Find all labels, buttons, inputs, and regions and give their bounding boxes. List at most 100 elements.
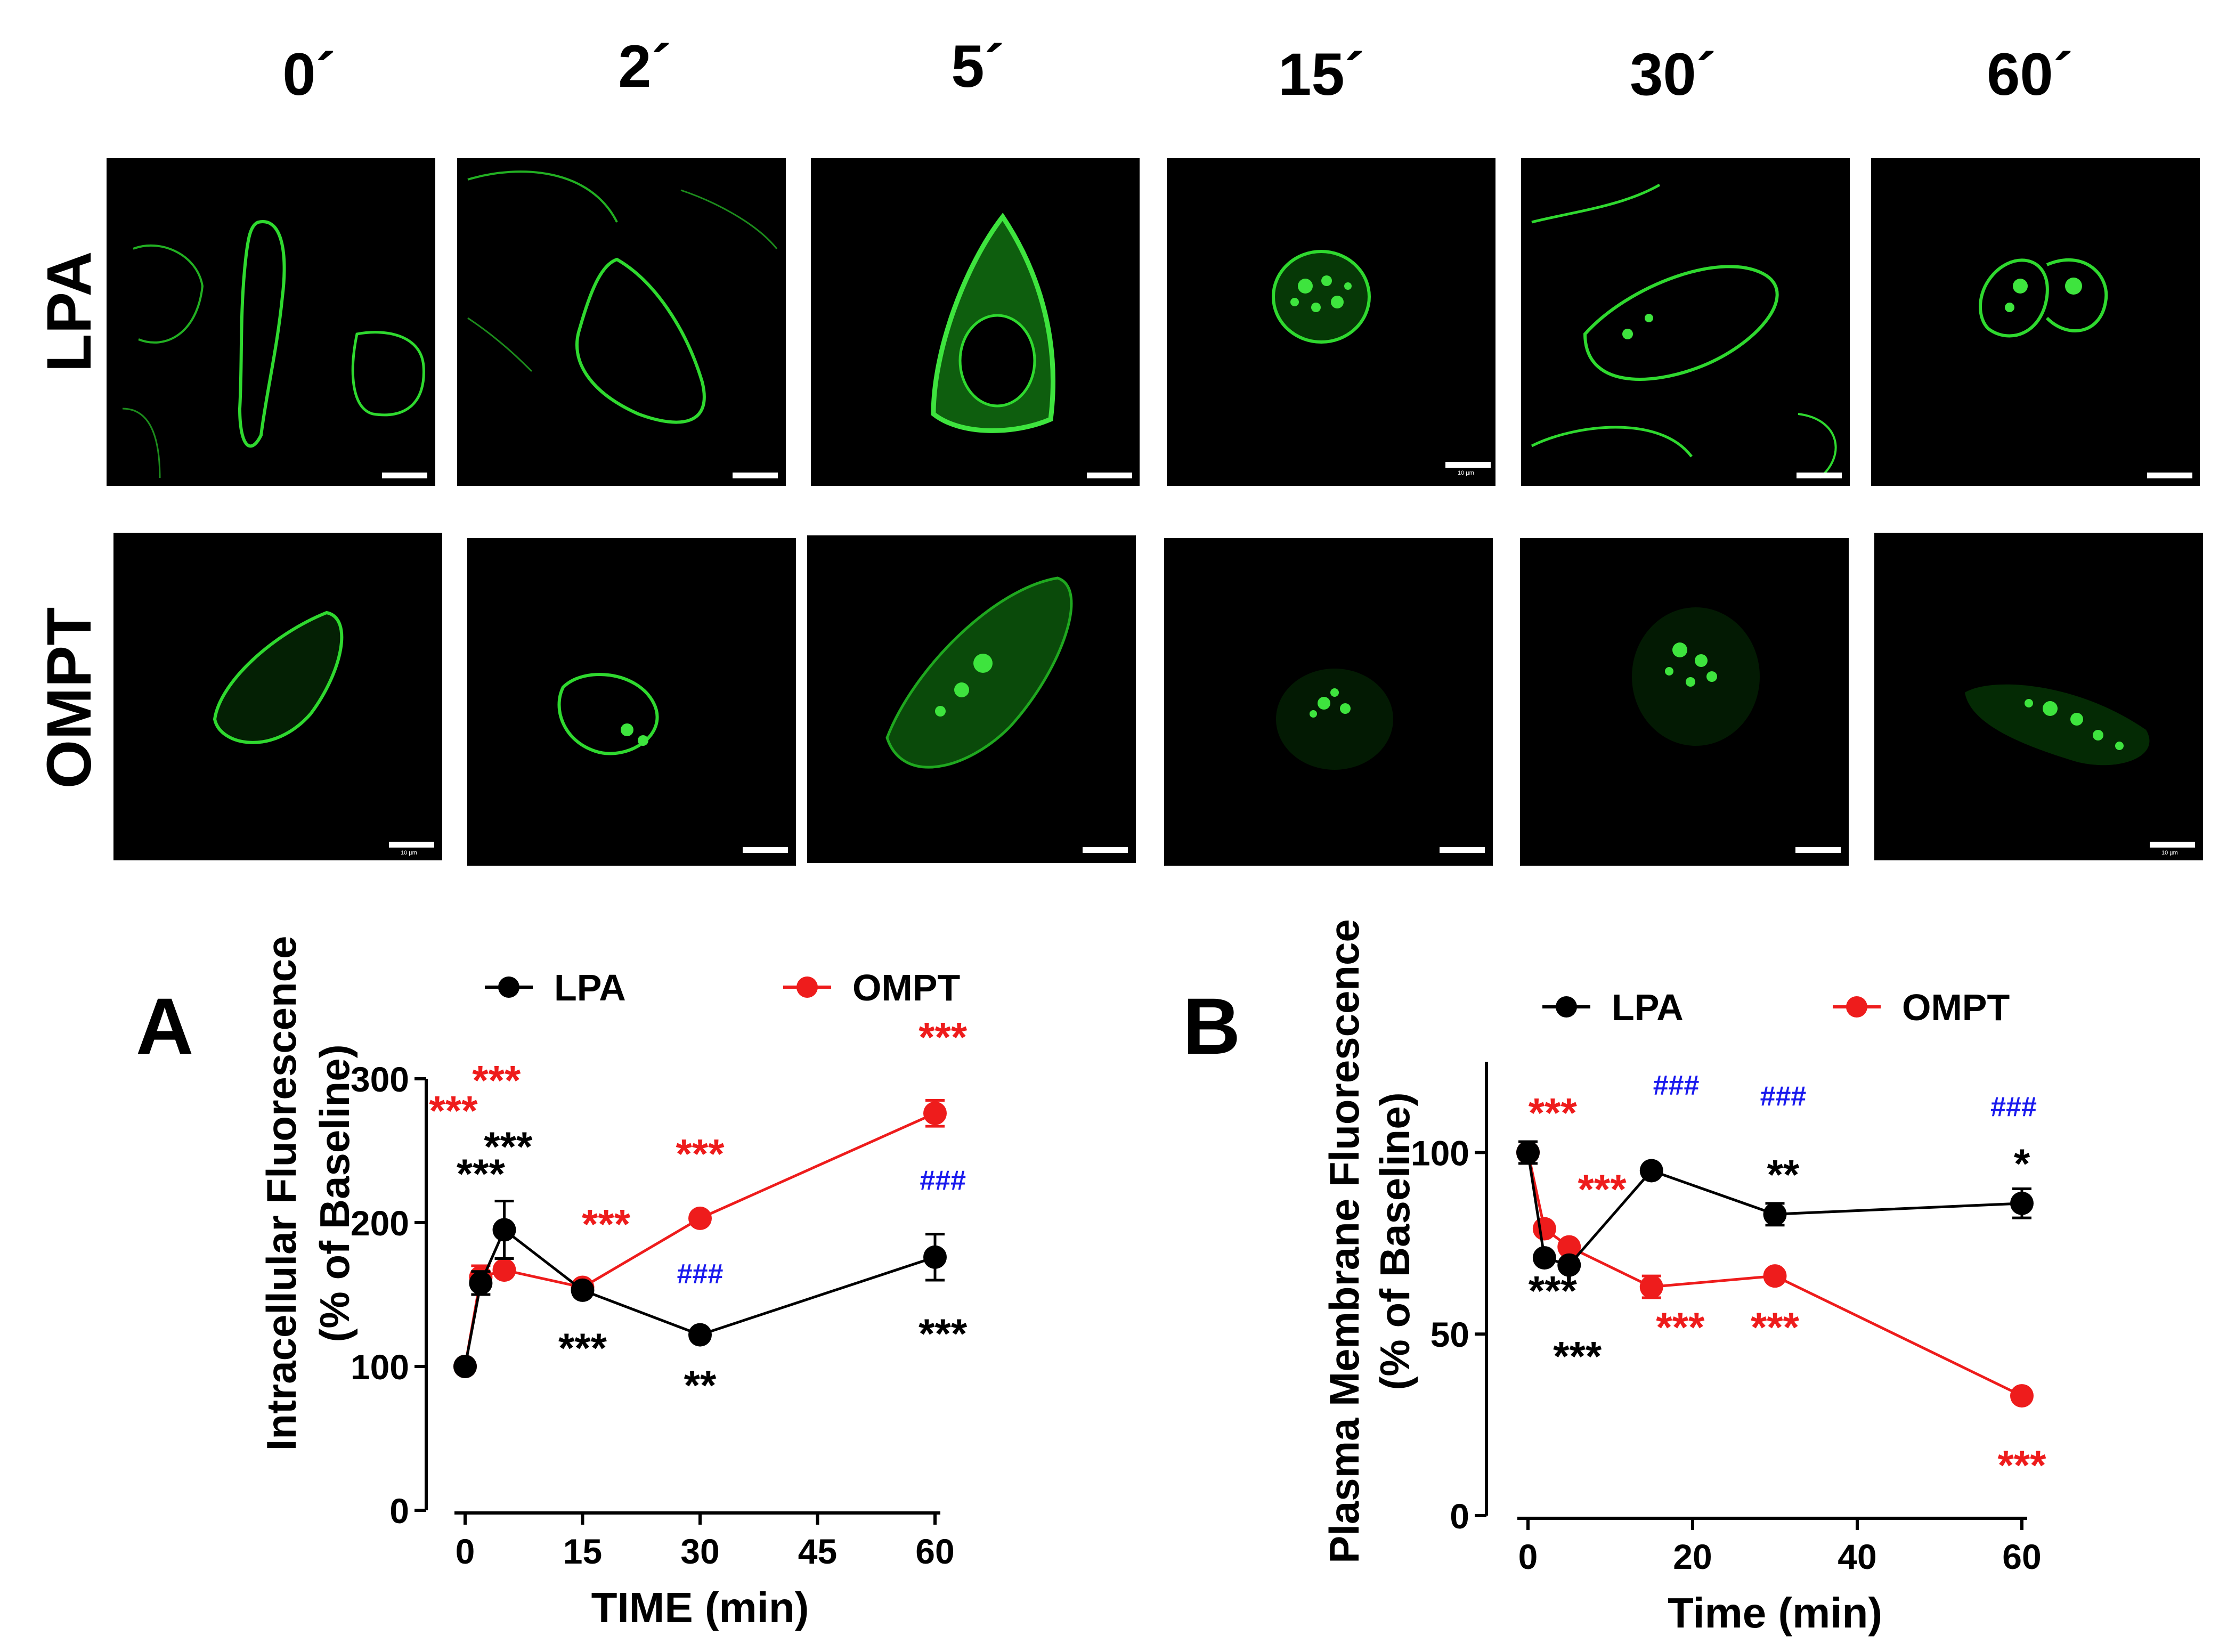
cell-image [557, 673, 659, 755]
chart-b-significance-marker: ### [1990, 1092, 2037, 1122]
time-label-15: 15´ [1278, 41, 1364, 108]
chart-b-significance-marker: ** [1767, 1151, 1800, 1198]
time-label-60: 60´ [1987, 41, 2073, 108]
chart-b-data-point [1639, 1275, 1663, 1299]
scalebar [1083, 847, 1128, 853]
cell-image [1272, 250, 1371, 344]
chart-b-x-tick-label: 20 [1673, 1537, 1712, 1576]
panel-letter-a: A [136, 981, 194, 1071]
scalebar [2147, 473, 2192, 478]
chart-b-y-axis-label-units: (% of Baseline) [1371, 1092, 1418, 1390]
micrograph-lpa-60 [1871, 158, 2200, 486]
chart-a-y-axis-label: Intracellular Fluorescence [258, 936, 305, 1451]
cell-image [885, 576, 1073, 769]
chart-a-significance-marker: *** [676, 1130, 725, 1177]
micrograph-ompt-5 [807, 535, 1136, 863]
time-label-0: 0´ [282, 41, 336, 108]
chart-a-data-point [469, 1271, 493, 1295]
chart-a-significance-marker: *** [472, 1057, 521, 1104]
chart-b-significance-marker: *** [1578, 1166, 1627, 1212]
chart-b-data-point [1557, 1253, 1581, 1277]
chart-b-legend-marker [1556, 996, 1577, 1018]
chart-a-significance-marker: ### [677, 1258, 724, 1289]
chart-b-significance-marker: * [2014, 1140, 2030, 1187]
chart-a-data-point [688, 1206, 712, 1230]
chart-b-data-point [1763, 1202, 1787, 1226]
cell-image [1531, 183, 1837, 479]
chart-a-significance-marker: ** [684, 1362, 717, 1409]
scalebar [382, 473, 427, 478]
chart-a-data-point [492, 1258, 516, 1282]
scalebar [389, 842, 434, 848]
chart-b-x-tick-label: 60 [2002, 1537, 2041, 1576]
chart-b-legend-label: LPA [1612, 987, 1684, 1028]
chart-b-data-point [1532, 1217, 1556, 1241]
chart-b-x-tick-label: 40 [1838, 1537, 1876, 1576]
chart-a-y-tick-label: 300 [351, 1060, 409, 1099]
chart-a-y-tick-label: 200 [351, 1203, 409, 1243]
chart-b-y-axis-label: Plasma Membrane Fluorescence [1321, 919, 1368, 1564]
chart-b-x-tick-label: 0 [1518, 1537, 1538, 1576]
chart-b-series-line [1526, 1152, 2023, 1397]
scalebar [1445, 462, 1491, 468]
chart-a-significance-marker: *** [457, 1150, 506, 1197]
micrograph-ompt-15 [1164, 538, 1493, 866]
chart-a-significance-marker: *** [582, 1201, 631, 1248]
scalebar-label: 10 µm [2161, 850, 2178, 856]
micrograph-lpa-0 [107, 158, 435, 486]
chart-a-data-point [571, 1278, 595, 1302]
chart-b-data-point [1516, 1141, 1540, 1165]
chart-a-significance-marker: *** [558, 1324, 607, 1371]
scalebar [1087, 473, 1132, 478]
micrograph-lpa-2 [457, 158, 786, 486]
cell-image [213, 611, 344, 744]
chart-a-series-line [464, 1227, 936, 1367]
chart-b-data-point [1557, 1235, 1581, 1259]
micrograph-ompt-0 [113, 533, 442, 860]
chart-a-x-tick-label: 15 [563, 1532, 602, 1571]
chart-a-data-point [453, 1355, 477, 1378]
chart-a-x-tick-label: 0 [456, 1532, 475, 1571]
chart-b-data-point [1532, 1246, 1556, 1270]
chart-a-legend-label: OMPT [852, 967, 960, 1008]
chart-a-data-point [492, 1218, 516, 1242]
time-label-2: 2´ [618, 33, 671, 100]
chart-a-x-axis-label: TIME (min) [591, 1584, 809, 1631]
chart-a-legend-marker [796, 976, 818, 998]
micrograph-ompt-2 [467, 538, 796, 866]
chart-b-significance-marker: ### [1653, 1070, 1700, 1101]
chart-a-data-point [923, 1245, 947, 1269]
chart-b-x-axis-label: Time (min) [1668, 1589, 1882, 1637]
cell-image [1632, 607, 1760, 746]
chart-b-significance-marker: *** [1751, 1304, 1800, 1350]
micrograph-lpa-5 [811, 158, 1140, 486]
cell-image [1979, 258, 2108, 338]
cell-image [931, 213, 1055, 433]
chart-a-legend-label: LPA [554, 967, 626, 1008]
chart-b-significance-marker: *** [1529, 1267, 1578, 1314]
cell-image [467, 170, 778, 424]
chart-a-y-axis-label-units: (% of Baseline) [311, 1044, 358, 1342]
chart-b-significance-marker: *** [1529, 1089, 1578, 1136]
cell-image [1276, 669, 1393, 770]
micrograph-lpa-30 [1521, 158, 1850, 486]
chart-b-data-point [2010, 1384, 2034, 1408]
chart-b-data-point [1763, 1264, 1787, 1288]
cell-image [122, 220, 425, 478]
micrograph-ompt-60 [1874, 533, 2203, 860]
chart-a-data-point [923, 1101, 947, 1125]
scalebar [1797, 473, 1842, 478]
chart-b-significance-marker: *** [1997, 1442, 2046, 1488]
scalebar [743, 847, 788, 853]
scalebar [1440, 847, 1485, 853]
chart-a-data-point [688, 1323, 712, 1347]
panel-letter-b: B [1183, 981, 1241, 1071]
chart-a-x-tick-label: 30 [680, 1532, 719, 1571]
chart-a-significance-marker: *** [484, 1123, 533, 1170]
chart-a-x-tick-label: 60 [915, 1532, 954, 1571]
chart-b-y-tick-label: 50 [1430, 1315, 1469, 1354]
chart-b-series-line [1526, 1152, 2022, 1267]
chart-a-significance-marker: ### [920, 1165, 966, 1196]
chart-b-significance-marker: *** [1656, 1304, 1705, 1350]
